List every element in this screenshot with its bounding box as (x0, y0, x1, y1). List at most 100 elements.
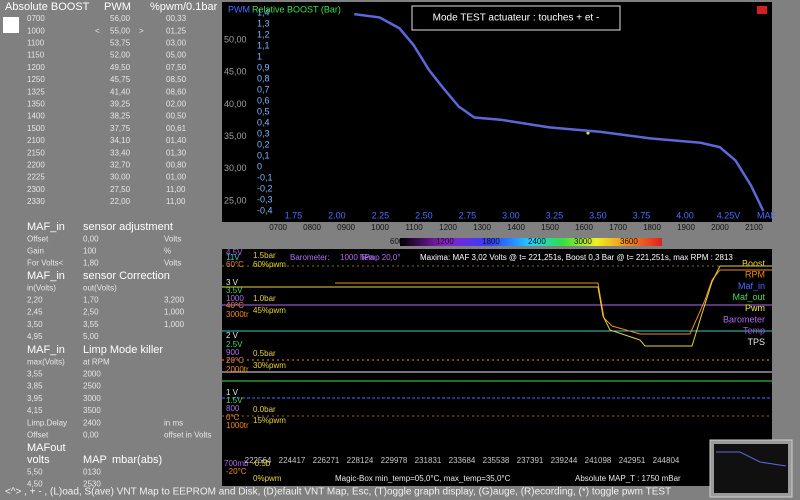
table-cell: 01,25 (166, 26, 187, 35)
axis-label: 60%pwm (253, 260, 286, 269)
section-cell: 3,55 (83, 320, 99, 329)
legend-entry: Temp (743, 326, 765, 336)
table-cell: 08,50 (166, 75, 187, 84)
section-header: MAP (83, 454, 107, 466)
cursor-left: < (95, 26, 100, 35)
axis-label: 1000tr (226, 421, 249, 430)
axis-label: 40°C (226, 301, 244, 310)
section-header: in(Volts) (27, 283, 56, 292)
y2-tick-label: 25,00 (224, 195, 247, 205)
y-tick-label: 0,3 (257, 128, 270, 138)
table-cell: 1500 (27, 124, 45, 133)
color-scale (400, 238, 662, 246)
table-cell: 1350 (27, 100, 45, 109)
section-cell: 3000 (83, 394, 101, 403)
y-tick-label: 1,3 (257, 18, 270, 28)
x2-tick-label: 1100 (405, 223, 423, 232)
section-cell: For Volts< (27, 259, 64, 268)
x2-tick-label: 2100 (745, 223, 763, 232)
section-header: max(Volts) (27, 357, 65, 366)
axis-label: 45%pwm (253, 306, 286, 315)
table-cell: 2330 (27, 197, 45, 206)
y2-tick-label: 40,00 (224, 99, 247, 109)
table-cell: 1100 (27, 39, 45, 48)
y-axis-label: Relative BOOST (Bar) (252, 4, 341, 14)
scale-label: 1200 (436, 237, 454, 246)
checkbox[interactable] (3, 17, 19, 33)
x2-tick-label: 1700 (609, 223, 627, 232)
x-tick-label: 1.75 (285, 210, 303, 220)
table-cell: 1400 (27, 112, 45, 121)
x2-tick-label: 1600 (575, 223, 593, 232)
table-cell: 00,33 (166, 14, 187, 23)
table-cell: 56,00 (110, 14, 131, 23)
boost-trace (222, 265, 772, 347)
y-tick-label: 0,8 (257, 73, 270, 83)
table-cell: 39,25 (110, 100, 131, 109)
x2-tick-label: 1000 (371, 223, 389, 232)
axis-label: 1.5V (226, 396, 243, 405)
section-title: MAF_in (27, 270, 65, 282)
x-tick-label: 237391 (517, 456, 544, 465)
top-graph-area (222, 2, 772, 222)
mode-title: Mode TEST actuateur : touches + et - (433, 13, 600, 24)
table-cell: 00,50 (166, 112, 187, 121)
table-cell: 1000 (27, 26, 45, 35)
section-cell: Gain (27, 247, 44, 256)
axis-label: 1.5bar (253, 251, 276, 260)
x-tick-label: 242951 (619, 456, 646, 465)
section-cell: 2,50 (83, 308, 99, 317)
table-cell: 05,00 (166, 51, 187, 60)
table-cell: 02,00 (166, 100, 187, 109)
x-tick-label: 2.75 (459, 210, 477, 220)
section-title: Limp Mode killer (83, 344, 163, 356)
section-cell: 3,55 (27, 370, 43, 379)
x-tick-label: 4.00 (676, 210, 694, 220)
section-cell: 0130 (83, 468, 101, 477)
x2-tick-label: 1400 (507, 223, 525, 232)
table-cell: 45,75 (110, 75, 131, 84)
axis-label: 0%pwm (253, 474, 282, 483)
y2-axis-label: PWM (228, 4, 250, 14)
x2-tick-label: 1800 (643, 223, 661, 232)
axis-label: 4.5V (226, 248, 243, 257)
section-cell: 2,20 (27, 296, 43, 305)
section-cell: 1,000 (164, 308, 185, 317)
table-header: Absolute BOOST (5, 1, 90, 13)
y2-tick-label: 35,00 (224, 131, 247, 141)
thumbnail-curve (716, 451, 787, 467)
section-cell: 4,50 (27, 480, 43, 489)
x-tick-label: 224417 (279, 456, 306, 465)
section-cell: 4,15 (27, 406, 43, 415)
section-title: sensor adjustment (83, 221, 173, 233)
table-cell: 49,50 (110, 63, 131, 72)
section-cell: 5,50 (27, 468, 43, 477)
axis-label: 0.0bar (253, 405, 276, 414)
x-tick-label: 3.00 (502, 210, 520, 220)
info-text: Barometer: (290, 253, 330, 262)
section-cell: 3,95 (27, 394, 43, 403)
y-tick-label: -0,2 (257, 183, 273, 193)
x-tick-label: 2.25 (372, 210, 390, 220)
thumbnail-screen (714, 444, 788, 493)
legend-entry: TPS (747, 337, 765, 347)
table-header: %pwm/0.1bar (150, 1, 218, 13)
x2-tick-label: 0900 (337, 223, 355, 232)
table-cell: 08,60 (166, 87, 187, 96)
y-tick-label: 1,1 (257, 40, 270, 50)
x-tick-label: 241098 (585, 456, 612, 465)
axis-label: 0°C (226, 413, 240, 422)
section-cell: Limp.Delay (27, 418, 67, 427)
x-tick-label: 235538 (483, 456, 510, 465)
axis-label: 11V (226, 253, 240, 262)
section-title: sensor Correction (83, 270, 170, 282)
close-indicator[interactable] (757, 6, 767, 14)
table-cell: 38,25 (110, 112, 131, 121)
section-cell: in ms (164, 418, 183, 427)
section-title: MAF_in (27, 221, 65, 233)
boost-curve (354, 12, 765, 212)
bottom-graph-area (222, 249, 772, 486)
footer-info: Absolute MAP_T : 1750 mBar (575, 474, 681, 483)
traces (222, 265, 772, 417)
x-tick-label: 244804 (653, 456, 680, 465)
